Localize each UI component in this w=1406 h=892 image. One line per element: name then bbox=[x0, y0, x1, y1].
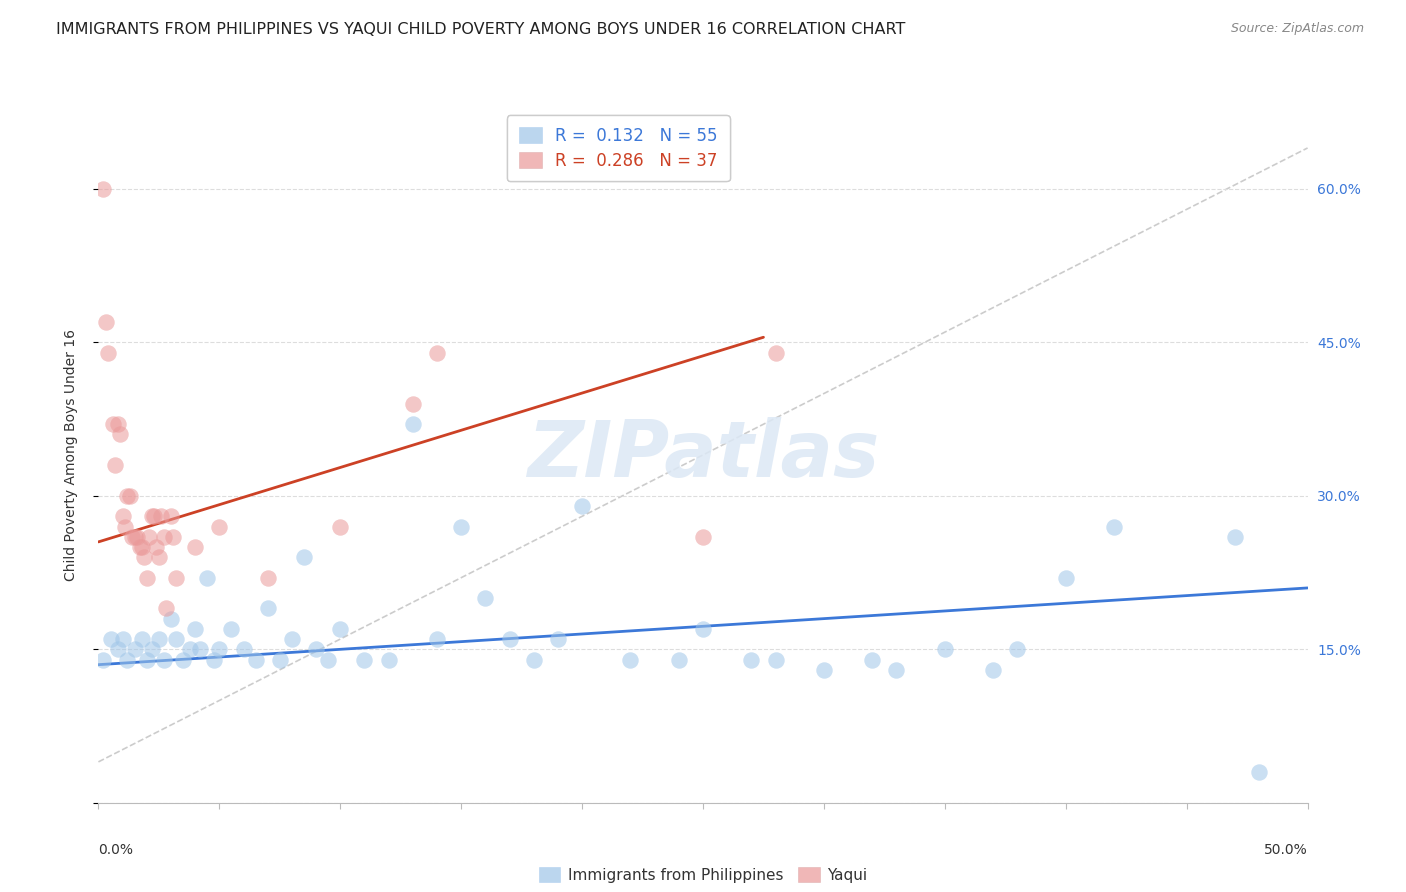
Point bbox=[208, 642, 231, 657]
Point bbox=[256, 601, 278, 615]
Point bbox=[100, 632, 122, 646]
Point bbox=[108, 427, 131, 442]
Point bbox=[1102, 519, 1125, 533]
Y-axis label: Child Poverty Among Boys Under 16: Child Poverty Among Boys Under 16 bbox=[63, 329, 77, 581]
Point bbox=[619, 652, 641, 666]
Point bbox=[124, 530, 146, 544]
Point bbox=[377, 652, 399, 666]
Point bbox=[292, 550, 315, 565]
Point bbox=[121, 530, 143, 544]
Point bbox=[179, 642, 201, 657]
Point bbox=[184, 622, 207, 636]
Point bbox=[160, 509, 183, 524]
Point bbox=[765, 652, 787, 666]
Point bbox=[143, 509, 166, 524]
Point bbox=[101, 417, 124, 432]
Point bbox=[316, 652, 339, 666]
Point bbox=[172, 652, 194, 666]
Point bbox=[131, 540, 153, 554]
Point bbox=[107, 642, 129, 657]
Point bbox=[135, 652, 157, 666]
Point bbox=[150, 509, 173, 524]
Point bbox=[111, 632, 134, 646]
Point bbox=[208, 519, 231, 533]
Point bbox=[668, 652, 690, 666]
Text: 50.0%: 50.0% bbox=[1264, 843, 1308, 857]
Point bbox=[152, 652, 174, 666]
Text: ZIPatlas: ZIPatlas bbox=[527, 417, 879, 493]
Point bbox=[523, 652, 546, 666]
Point bbox=[426, 345, 449, 359]
Point bbox=[547, 632, 569, 646]
Point bbox=[813, 663, 835, 677]
Point bbox=[692, 530, 714, 544]
Point bbox=[155, 601, 177, 615]
Point bbox=[269, 652, 291, 666]
Point bbox=[981, 663, 1004, 677]
Point bbox=[886, 663, 908, 677]
Point bbox=[329, 622, 352, 636]
Point bbox=[426, 632, 449, 646]
Point bbox=[114, 519, 136, 533]
Point bbox=[188, 642, 211, 657]
Point bbox=[1223, 530, 1246, 544]
Point bbox=[221, 622, 243, 636]
Point bbox=[152, 530, 174, 544]
Point bbox=[97, 345, 120, 359]
Point bbox=[131, 632, 153, 646]
Point bbox=[571, 499, 593, 513]
Point bbox=[329, 519, 352, 533]
Point bbox=[740, 652, 762, 666]
Point bbox=[245, 652, 267, 666]
Point bbox=[402, 397, 425, 411]
Point bbox=[91, 652, 114, 666]
Legend: Immigrants from Philippines, Yaqui: Immigrants from Philippines, Yaqui bbox=[533, 862, 873, 889]
Point bbox=[1054, 571, 1077, 585]
Point bbox=[281, 632, 304, 646]
Point bbox=[94, 315, 117, 329]
Point bbox=[450, 519, 472, 533]
Point bbox=[1249, 765, 1271, 780]
Point bbox=[141, 642, 163, 657]
Point bbox=[692, 622, 714, 636]
Point bbox=[195, 571, 218, 585]
Point bbox=[128, 540, 150, 554]
Point bbox=[134, 550, 156, 565]
Text: 0.0%: 0.0% bbox=[98, 843, 134, 857]
Point bbox=[124, 642, 146, 657]
Point bbox=[111, 509, 134, 524]
Point bbox=[138, 530, 160, 544]
Point bbox=[117, 652, 139, 666]
Text: IMMIGRANTS FROM PHILIPPINES VS YAQUI CHILD POVERTY AMONG BOYS UNDER 16 CORRELATI: IMMIGRANTS FROM PHILIPPINES VS YAQUI CHI… bbox=[56, 22, 905, 37]
Point bbox=[934, 642, 956, 657]
Point bbox=[256, 571, 278, 585]
Point bbox=[184, 540, 207, 554]
Point bbox=[402, 417, 425, 432]
Point bbox=[1007, 642, 1029, 657]
Point bbox=[141, 509, 163, 524]
Point bbox=[127, 530, 149, 544]
Point bbox=[165, 571, 187, 585]
Point bbox=[305, 642, 328, 657]
Point bbox=[765, 345, 787, 359]
Point bbox=[204, 652, 226, 666]
Point bbox=[165, 632, 187, 646]
Point bbox=[160, 612, 183, 626]
Point bbox=[474, 591, 496, 606]
Point bbox=[117, 489, 139, 503]
Point bbox=[148, 550, 170, 565]
Point bbox=[498, 632, 520, 646]
Point bbox=[860, 652, 883, 666]
Point bbox=[118, 489, 141, 503]
Point bbox=[107, 417, 129, 432]
Point bbox=[104, 458, 127, 472]
Text: Source: ZipAtlas.com: Source: ZipAtlas.com bbox=[1230, 22, 1364, 36]
Point bbox=[353, 652, 375, 666]
Point bbox=[232, 642, 254, 657]
Point bbox=[145, 540, 167, 554]
Point bbox=[162, 530, 184, 544]
Point bbox=[135, 571, 157, 585]
Point bbox=[148, 632, 170, 646]
Point bbox=[91, 182, 114, 196]
